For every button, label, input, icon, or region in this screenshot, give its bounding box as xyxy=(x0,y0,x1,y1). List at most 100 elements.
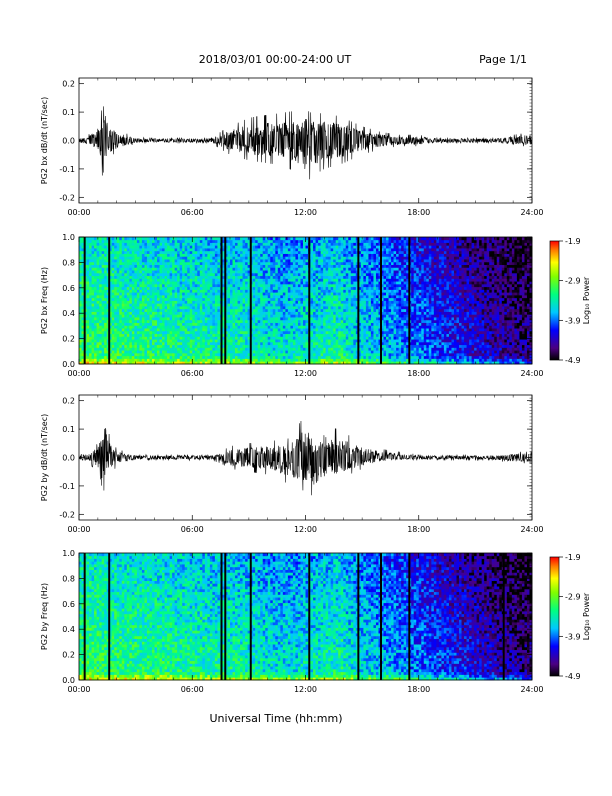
heatmap-cell xyxy=(217,256,220,259)
heatmap-cell xyxy=(328,314,331,317)
heatmap-cell xyxy=(258,276,261,279)
heatmap-cell xyxy=(89,267,92,270)
heatmap-cell xyxy=(165,328,168,331)
heatmap-cell xyxy=(94,254,97,257)
heatmap-cell xyxy=(207,350,210,353)
heatmap-cell xyxy=(172,323,175,326)
heatmap-cell xyxy=(328,312,331,315)
heatmap-cell xyxy=(273,312,276,315)
heatmap-cell xyxy=(341,331,344,334)
heatmap-cell xyxy=(316,243,319,246)
heatmap-cell xyxy=(185,309,188,312)
heatmap-cell xyxy=(180,270,183,273)
heatmap-cell xyxy=(313,267,316,270)
heatmap-cell xyxy=(94,301,97,304)
heatmap-cell xyxy=(112,273,115,276)
heatmap-cell xyxy=(97,273,100,276)
heatmap-cell xyxy=(177,248,180,251)
heatmap-cell xyxy=(306,237,309,240)
heatmap-cell xyxy=(273,303,276,306)
heatmap-cell xyxy=(97,276,100,279)
heatmap-cell xyxy=(290,289,293,292)
heatmap-cell xyxy=(185,325,188,328)
heatmap-cell xyxy=(263,306,266,309)
heatmap-cell xyxy=(321,345,324,348)
heatmap-cell xyxy=(295,339,298,342)
heatmap-cell xyxy=(139,312,142,315)
heatmap-cell xyxy=(318,356,321,359)
heatmap-cell xyxy=(185,339,188,342)
heatmap-cell xyxy=(265,281,268,284)
heatmap-cell xyxy=(192,278,195,281)
heatmap-cell xyxy=(182,273,185,276)
heatmap-cell xyxy=(318,342,321,345)
heatmap-cell xyxy=(192,254,195,257)
heatmap-cell xyxy=(210,303,213,306)
heatmap-cell xyxy=(293,353,296,356)
heatmap-cell xyxy=(137,292,140,295)
heatmap-cell xyxy=(122,353,125,356)
heatmap-cell xyxy=(185,328,188,331)
heatmap-cell xyxy=(243,287,246,290)
heatmap-cell xyxy=(127,358,130,361)
heatmap-cell xyxy=(215,301,218,304)
heatmap-cell xyxy=(160,256,163,259)
heatmap-cell xyxy=(338,336,341,339)
heatmap-cell xyxy=(270,339,273,342)
heatmap-cell xyxy=(160,317,163,320)
y-tick-label: 0.2 xyxy=(62,80,75,89)
heatmap-cell xyxy=(200,309,203,312)
heatmap-cell xyxy=(288,347,291,350)
heatmap-cell xyxy=(170,323,173,326)
heatmap-cell xyxy=(99,251,102,254)
heatmap-cell xyxy=(278,289,281,292)
heatmap-cell xyxy=(321,358,324,361)
heatmap-cell xyxy=(139,254,142,257)
heatmap-cell xyxy=(182,301,185,304)
heatmap-cell xyxy=(112,295,115,298)
heatmap-cell xyxy=(245,295,248,298)
heatmap-cell xyxy=(89,317,92,320)
heatmap-cell xyxy=(260,334,263,337)
heatmap-cell xyxy=(132,328,135,331)
heatmap-cell xyxy=(177,331,180,334)
heatmap-cell xyxy=(316,342,319,345)
heatmap-cell xyxy=(263,347,266,350)
heatmap-cell xyxy=(89,273,92,276)
heatmap-cell xyxy=(122,345,125,348)
heatmap-cell xyxy=(175,287,178,290)
heatmap-cell xyxy=(260,320,263,323)
heatmap-cell xyxy=(87,336,90,339)
heatmap-cell xyxy=(217,347,220,350)
heatmap-cell xyxy=(210,314,213,317)
heatmap-cell xyxy=(200,237,203,240)
heatmap-cell xyxy=(200,262,203,265)
heatmap-cell xyxy=(112,284,115,287)
heatmap-cell xyxy=(290,237,293,240)
heatmap-cell xyxy=(172,334,175,337)
heatmap-cell xyxy=(275,256,278,259)
heatmap-cell xyxy=(240,312,243,315)
heatmap-cell xyxy=(233,245,236,248)
heatmap-cell xyxy=(212,303,215,306)
heatmap-cell xyxy=(306,345,309,348)
heatmap-cell xyxy=(316,262,319,265)
heatmap-cell xyxy=(316,245,319,248)
heatmap-cell xyxy=(137,287,140,290)
heatmap-cell xyxy=(79,303,82,306)
heatmap-cell xyxy=(99,248,102,251)
heatmap-cell xyxy=(192,323,195,326)
heatmap-cell xyxy=(182,251,185,254)
heatmap-cell xyxy=(137,240,140,243)
heatmap-cell xyxy=(155,301,158,304)
heatmap-cell xyxy=(175,314,178,317)
heatmap-cell xyxy=(167,262,170,265)
heatmap-cell xyxy=(97,248,100,251)
heatmap-cell xyxy=(114,347,117,350)
heatmap-cell xyxy=(321,270,324,273)
heatmap-cell xyxy=(202,270,205,273)
heatmap-cell xyxy=(268,336,271,339)
heatmap-cell xyxy=(144,267,147,270)
heatmap-cell xyxy=(182,292,185,295)
heatmap-cell xyxy=(97,309,100,312)
